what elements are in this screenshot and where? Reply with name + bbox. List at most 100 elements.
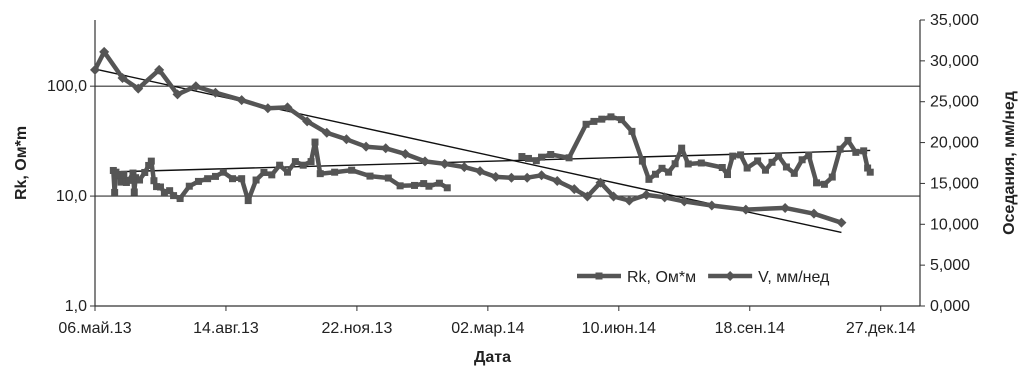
data-point [538, 153, 546, 161]
data-point [268, 171, 276, 179]
data-point [348, 166, 356, 174]
data-point [679, 196, 690, 207]
data-point [475, 166, 485, 177]
right-tick-label: 25,000 [930, 94, 979, 111]
right-tick-label: 10,000 [930, 216, 979, 233]
data-point [697, 159, 705, 167]
data-point [150, 177, 158, 185]
gridlines [95, 85, 920, 307]
data-point [624, 195, 635, 206]
data-point [299, 161, 307, 169]
data-point [724, 171, 731, 179]
x-axis-tick-labels: 06.май.13 14.авг.13 22.ноя.13 02.мар.14 10.и… [58, 306, 916, 337]
left-axis-tick-labels: 1,0 10,0 100,0 [47, 78, 95, 315]
data-point [145, 161, 153, 169]
data-point [651, 170, 659, 178]
data-point [782, 163, 790, 171]
data-point [443, 184, 451, 192]
data-point [768, 158, 776, 166]
right-tick-label: 35,000 [930, 12, 979, 29]
data-point [302, 116, 313, 127]
data-point [316, 170, 324, 178]
data-point [190, 81, 201, 92]
data-point [170, 192, 178, 200]
data-point [252, 176, 260, 184]
data-point [706, 200, 717, 211]
data-point [617, 116, 625, 124]
data-point [311, 138, 319, 146]
data-point [219, 168, 227, 176]
data-point [490, 171, 501, 182]
data-point [120, 170, 128, 178]
data-point [836, 145, 844, 153]
right-axis-tick-labels: 0,000 5,000 10,000 15,000 20,000 25,000 30,000… [920, 12, 979, 315]
data-point [236, 95, 247, 106]
data-point [658, 164, 666, 172]
legend-label: V, мм/нед [758, 269, 830, 286]
data-point [798, 156, 806, 164]
data-point [743, 164, 751, 172]
data-point [638, 157, 646, 165]
data-point [844, 136, 852, 144]
data-point [194, 177, 202, 185]
data-point [761, 166, 769, 174]
series-v [90, 46, 847, 228]
data-point [582, 120, 590, 128]
data-point [282, 102, 293, 113]
data-point [229, 175, 236, 183]
data-point [411, 181, 419, 189]
data-point [420, 156, 430, 167]
legend-marker [725, 271, 736, 281]
right-axis-title: Оседания, мм/нед [1001, 91, 1018, 235]
data-point [607, 113, 615, 121]
data-point [737, 151, 745, 159]
data-point [238, 175, 246, 183]
data-point [153, 183, 161, 191]
data-point [813, 179, 821, 187]
data-point [341, 134, 352, 145]
data-point [331, 168, 339, 176]
data-point [740, 204, 751, 215]
data-point [641, 189, 652, 200]
data-point [117, 73, 128, 84]
data-point [820, 180, 828, 188]
legend-label: Rk, Ом*м [627, 269, 696, 286]
data-point [645, 175, 653, 183]
data-point [307, 158, 315, 166]
data-point [590, 117, 598, 125]
right-tick-label: 0,000 [930, 298, 970, 315]
data-point [211, 172, 219, 180]
data-point [133, 83, 144, 94]
data-point [435, 179, 443, 187]
data-point [595, 177, 606, 188]
data-point [176, 195, 184, 203]
data-point [439, 158, 450, 169]
data-point [210, 87, 221, 98]
data-point [400, 149, 411, 160]
right-tick-label: 30,000 [930, 53, 979, 70]
data-point [729, 152, 737, 160]
data-point [569, 184, 580, 195]
x-tick-label: 22.ноя.13 [321, 320, 392, 337]
data-point [291, 158, 299, 166]
data-point [111, 188, 119, 196]
data-point [459, 162, 470, 173]
data-point [852, 148, 860, 156]
data-point [808, 208, 819, 219]
data-point [536, 170, 547, 181]
data-point [384, 174, 392, 182]
right-tick-label: 20,000 [930, 135, 979, 152]
left-tick-label: 100,0 [47, 78, 87, 95]
data-point [321, 127, 332, 138]
data-point [420, 180, 428, 188]
data-point [125, 176, 133, 184]
data-point [284, 168, 291, 176]
data-point [518, 153, 526, 161]
data-point [366, 172, 374, 180]
data-point [166, 187, 174, 195]
data-point [836, 217, 847, 228]
series-line [92, 49, 843, 225]
data-point [380, 143, 391, 154]
data-point [866, 168, 874, 176]
data-point [608, 191, 619, 202]
